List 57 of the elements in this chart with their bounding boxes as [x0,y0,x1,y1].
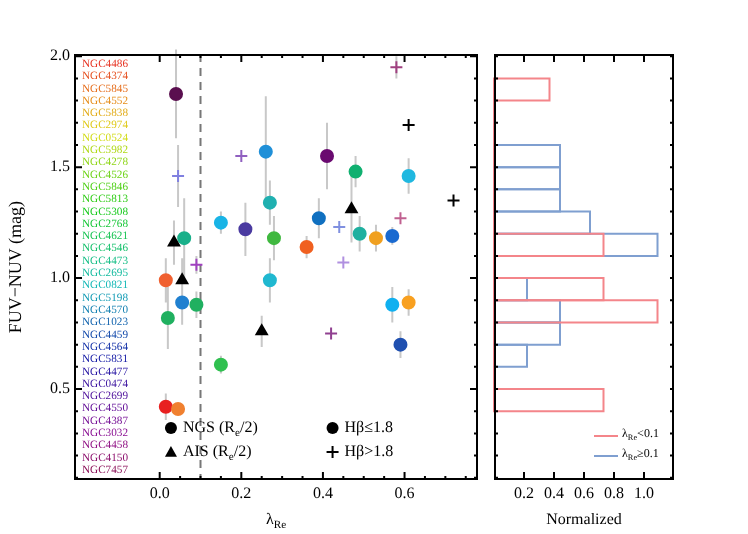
point [167,235,181,247]
point [332,220,347,235]
point [446,193,461,208]
x-tick-label: 1.0 [634,483,654,502]
x-tick-label: 0.2 [514,483,534,502]
legend-label: Hβ≤1.8 [344,418,394,437]
point [213,215,228,230]
point [320,149,335,164]
point [345,202,358,214]
point [266,231,281,246]
point [389,60,404,75]
point [352,226,367,241]
point [234,149,249,164]
point [336,255,351,270]
x-tick-label: 0.4 [312,483,333,502]
point [189,257,204,272]
y-tick-label: 0.5 [50,379,70,398]
point [401,118,416,132]
point [262,195,277,210]
x-tick-label: 0.6 [574,483,594,502]
x-tick-label: 0.8 [604,483,624,502]
point [262,273,277,288]
point [238,222,253,237]
point [177,231,192,246]
y-tick-label: 1.0 [50,268,70,287]
x-tick-label: 0.0 [149,483,170,502]
x-axis-title: Normalized [546,510,622,529]
point [368,231,383,246]
point [401,295,416,310]
x-tick-label: 0.2 [231,483,252,502]
point [393,211,408,226]
point [348,164,363,179]
point [311,211,326,226]
point [213,357,228,372]
point [393,337,408,352]
point [299,240,314,255]
point [258,144,273,159]
point [189,297,204,312]
point [158,399,173,414]
point [385,228,400,243]
point [255,324,268,336]
x-tick-label: 0.6 [394,483,415,502]
point [171,169,186,184]
point [158,273,173,288]
point [175,273,189,285]
point [324,326,339,341]
legend-label: Hβ>1.8 [344,442,394,461]
x-tick-label: 0.4 [544,483,564,502]
y-tick-label: 2.0 [50,46,70,65]
y-axis-title: FUV−NUV (mag) [4,201,25,334]
point [169,86,184,101]
point [401,169,416,184]
point [385,297,400,312]
point [171,402,186,416]
y-tick-label: 1.5 [50,157,70,176]
point [175,295,190,310]
point [160,311,175,326]
